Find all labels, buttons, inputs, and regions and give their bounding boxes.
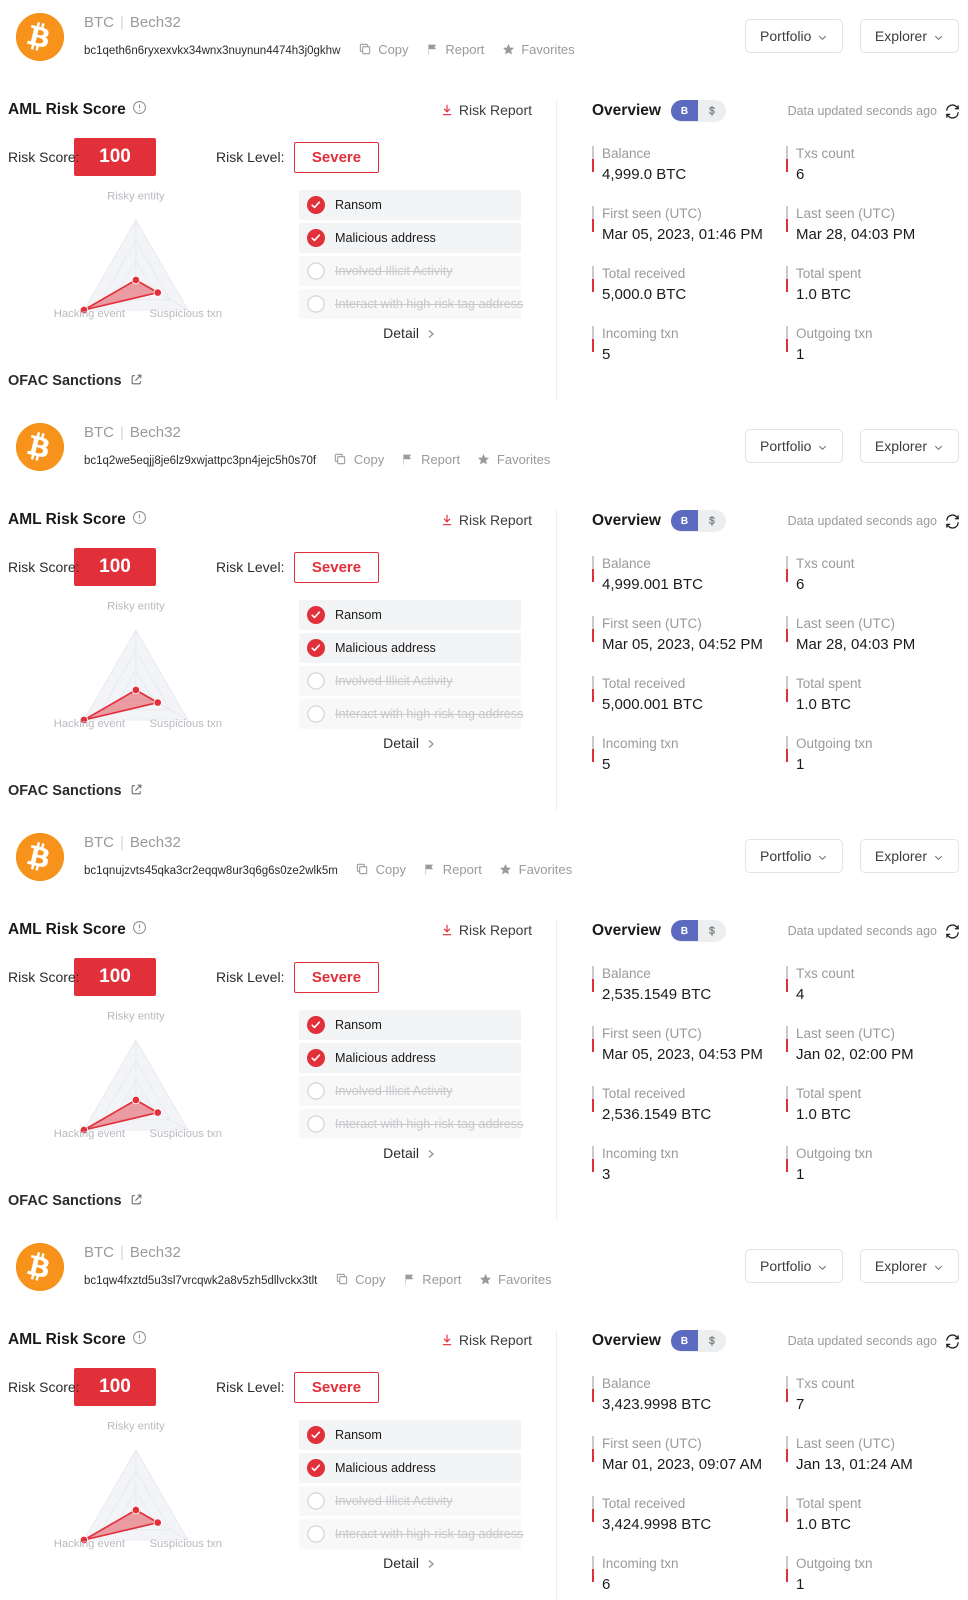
svg-text:Suspicious txn: Suspicious txn [150, 1538, 223, 1550]
svg-text:Hacking event: Hacking event [54, 1128, 126, 1140]
svg-text:B: B [681, 1335, 688, 1346]
svg-text:Suspicious txn: Suspicious txn [150, 718, 223, 730]
svg-text:Risky entity: Risky entity [107, 191, 165, 203]
svg-text:B: B [681, 925, 688, 936]
svg-text:B: B [681, 105, 688, 116]
svg-text:Suspicious txn: Suspicious txn [150, 308, 223, 320]
svg-text:Risky entity: Risky entity [107, 601, 165, 613]
svg-text:Hacking event: Hacking event [54, 718, 126, 730]
svg-text:Hacking event: Hacking event [54, 1538, 126, 1550]
svg-text:Hacking event: Hacking event [54, 308, 126, 320]
svg-text:Risky entity: Risky entity [107, 1011, 165, 1023]
svg-text:B: B [681, 515, 688, 526]
svg-text:Suspicious txn: Suspicious txn [150, 1128, 223, 1140]
svg-text:Risky entity: Risky entity [107, 1421, 165, 1433]
